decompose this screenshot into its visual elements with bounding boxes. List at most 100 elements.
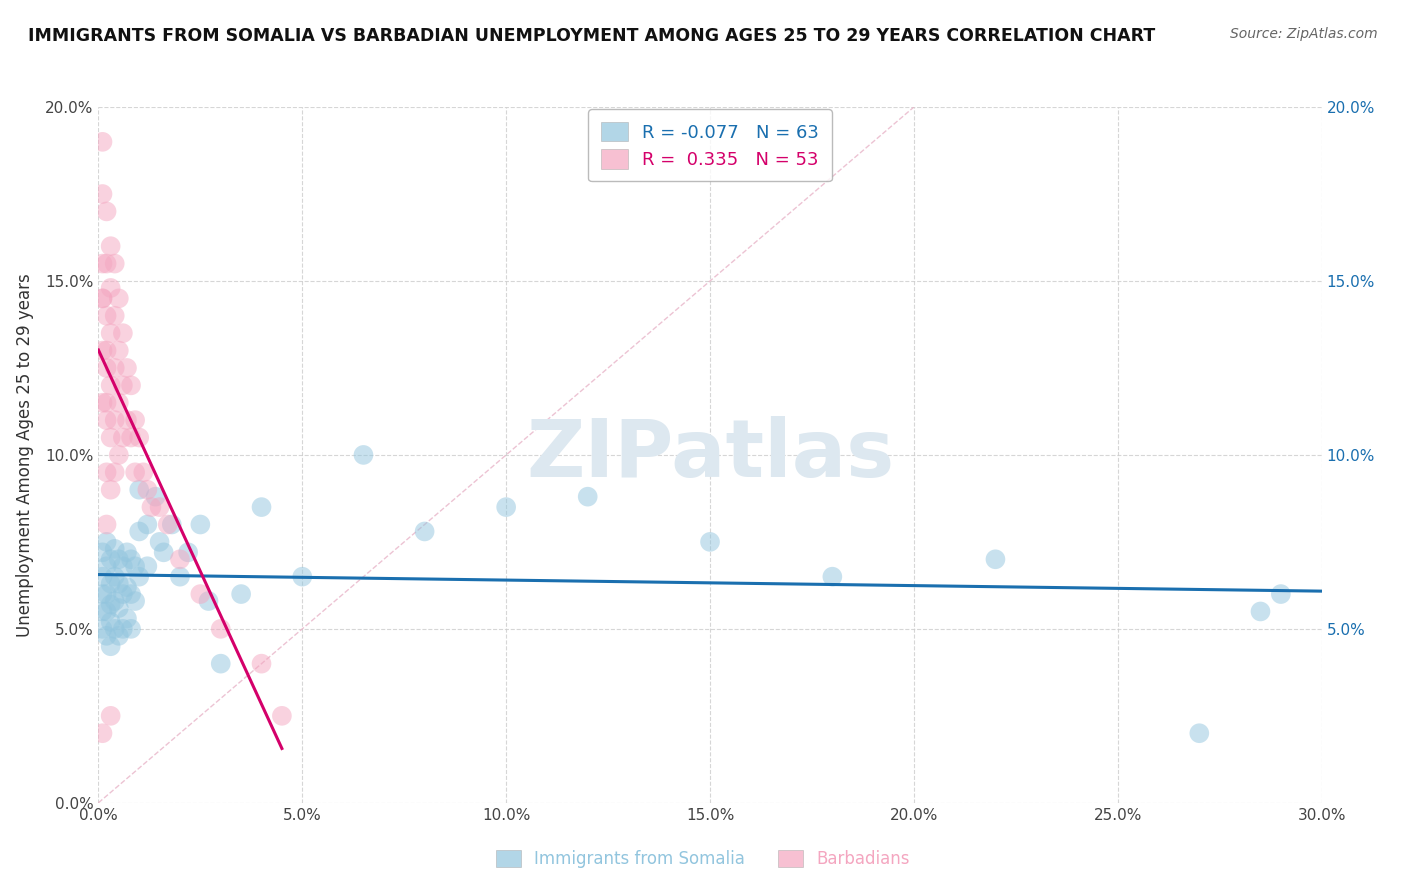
Point (108, 291, 131, 305)
Point (100, 615, 122, 629)
Point (352, 448, 374, 462)
Point (104, 570, 127, 584)
Point (111, 431, 134, 445)
Point (104, 256, 127, 270)
Point (96, 629, 118, 643)
Point (128, 570, 150, 584)
Point (91, 622, 114, 636)
Y-axis label: Unemployment Among Ages 25 to 29 years: Unemployment Among Ages 25 to 29 years (15, 273, 34, 637)
Point (108, 343, 131, 358)
Point (169, 570, 191, 584)
Text: IMMIGRANTS FROM SOMALIA VS BARBADIAN UNEMPLOYMENT AMONG AGES 25 TO 29 YEARS CORR: IMMIGRANTS FROM SOMALIA VS BARBADIAN UNE… (28, 27, 1156, 45)
Point (100, 431, 122, 445)
Point (108, 629, 131, 643)
Point (100, 708, 122, 723)
Point (145, 490, 167, 504)
Point (291, 570, 314, 584)
Point (270, 708, 294, 723)
Point (197, 594, 219, 608)
Point (120, 587, 142, 601)
Point (96, 204, 118, 219)
Point (141, 500, 163, 514)
Point (132, 466, 155, 480)
Point (108, 396, 131, 410)
Point (115, 413, 138, 427)
Point (91, 587, 114, 601)
Point (209, 622, 232, 636)
Legend: Immigrants from Somalia, Barbadians: Immigrants from Somalia, Barbadians (489, 843, 917, 875)
Point (96, 309, 118, 323)
Point (149, 500, 172, 514)
Point (699, 534, 721, 549)
Point (156, 517, 179, 532)
Point (495, 500, 517, 514)
Point (115, 611, 138, 625)
Point (91, 343, 114, 358)
Point (91, 726, 114, 740)
Point (96, 534, 118, 549)
Point (104, 413, 127, 427)
Point (100, 639, 122, 653)
Point (104, 466, 127, 480)
Point (124, 559, 146, 574)
Point (91, 256, 114, 270)
Point (136, 559, 159, 574)
Point (124, 594, 146, 608)
Point (115, 545, 138, 559)
Point (250, 500, 273, 514)
Point (91, 605, 114, 619)
Legend: R = -0.077   N = 63, R =  0.335   N = 53: R = -0.077 N = 63, R = 0.335 N = 53 (588, 109, 832, 181)
Point (108, 552, 131, 566)
Point (188, 517, 212, 532)
Point (91, 291, 114, 305)
Point (136, 483, 159, 497)
Point (124, 466, 146, 480)
Point (100, 378, 122, 392)
Point (128, 483, 150, 497)
Point (149, 534, 172, 549)
Point (96, 517, 118, 532)
Point (91, 396, 114, 410)
Point (91, 570, 114, 584)
Point (128, 524, 150, 539)
Point (120, 552, 142, 566)
Point (96, 559, 118, 574)
Text: Source: ZipAtlas.com: Source: ZipAtlas.com (1230, 27, 1378, 41)
Point (209, 657, 232, 671)
Point (104, 541, 127, 556)
Point (413, 524, 436, 539)
Point (100, 598, 122, 612)
Point (104, 309, 127, 323)
Point (108, 448, 131, 462)
Point (100, 239, 122, 253)
Point (1249, 605, 1271, 619)
Point (96, 413, 118, 427)
Point (120, 378, 142, 392)
Point (136, 517, 159, 532)
Point (108, 576, 131, 591)
Point (104, 622, 127, 636)
Point (576, 490, 599, 504)
Point (104, 360, 127, 375)
Point (169, 552, 191, 566)
Point (111, 622, 134, 636)
Point (96, 256, 118, 270)
Text: ZIPatlas: ZIPatlas (526, 416, 894, 494)
Point (111, 587, 134, 601)
Point (821, 570, 844, 584)
Point (128, 431, 150, 445)
Point (124, 413, 146, 427)
Point (115, 580, 138, 594)
Point (96, 396, 118, 410)
Point (91, 135, 114, 149)
Point (152, 545, 174, 559)
Point (120, 622, 142, 636)
Point (100, 576, 122, 591)
Point (120, 431, 142, 445)
Point (115, 360, 138, 375)
Point (984, 552, 1007, 566)
Point (160, 517, 183, 532)
Point (111, 326, 134, 340)
Point (1188, 726, 1211, 740)
Point (231, 587, 253, 601)
